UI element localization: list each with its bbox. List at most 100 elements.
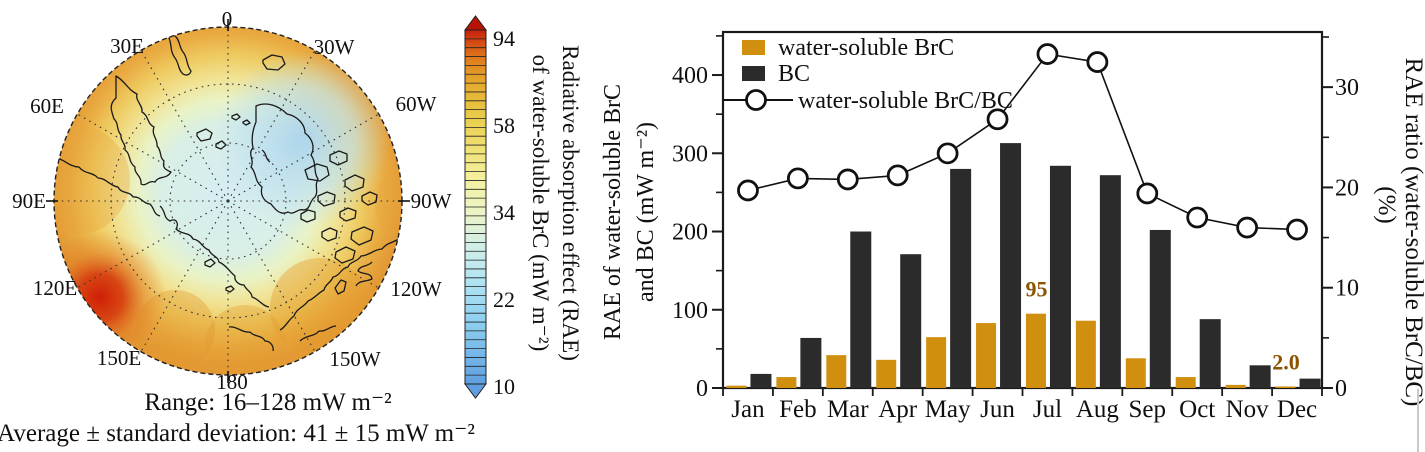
colorbar-title-line2: of water-soluble BrC (mW m⁻²) xyxy=(528,55,553,352)
bc-bar xyxy=(1199,319,1221,388)
coastline xyxy=(350,226,374,246)
colorbar: 94 58 34 22 10 Radiative absorption effect (… xyxy=(464,15,583,399)
coastline xyxy=(317,191,336,207)
brc-bar xyxy=(726,385,747,388)
legend-label-ratio: water-soluble BrC/BC xyxy=(798,88,1013,114)
colorbar-tick-label: 10 xyxy=(493,374,515,399)
coastlines xyxy=(56,34,402,352)
ratio-marker xyxy=(886,164,909,187)
bc-bar xyxy=(750,373,772,388)
legend-marker-sample xyxy=(745,89,767,111)
month-label: Jul xyxy=(1033,396,1062,423)
coastline xyxy=(196,128,213,142)
map-average-caption: Average ± standard deviation: 41 ± 15 mW… xyxy=(0,420,475,447)
meridian-line xyxy=(77,113,229,202)
bc-bar xyxy=(1000,143,1022,388)
meridian-label: 90W xyxy=(411,189,452,213)
coastline xyxy=(168,34,192,76)
month-label: Aug xyxy=(1076,396,1120,423)
coastline xyxy=(56,157,161,217)
brc-bar xyxy=(1275,386,1296,388)
right-tick-label: 20 xyxy=(1335,175,1359,201)
bc-bar xyxy=(850,231,872,388)
legend-swatch-brc xyxy=(742,40,765,55)
bc-bar xyxy=(1299,378,1321,388)
coastline xyxy=(110,75,172,186)
colorbar-bottom-arrow xyxy=(464,383,487,399)
month-label: May xyxy=(925,396,971,423)
colorbar-tick-label: 94 xyxy=(493,26,515,51)
meridian-label: 60E xyxy=(30,94,64,118)
coastline xyxy=(242,119,251,126)
left-tick-label: 100 xyxy=(672,298,708,324)
meridian-label: 30W xyxy=(314,35,355,59)
right-axis-title-line2: (%) xyxy=(1373,186,1400,223)
meridian-label: 90E xyxy=(12,189,46,213)
meridian-line xyxy=(140,200,229,352)
right-axis-title-line1: RAE ratio (water-soluble BrC/BC) xyxy=(1400,58,1425,407)
meridian-line xyxy=(227,200,316,352)
coastline xyxy=(300,209,316,223)
left-tick-label: 400 xyxy=(672,63,708,89)
ratio-marker xyxy=(836,168,859,191)
coastline xyxy=(215,140,227,150)
graticule xyxy=(54,27,402,375)
ratio-marker xyxy=(1086,51,1109,73)
coastline xyxy=(250,103,319,214)
month-label: Feb xyxy=(779,396,817,423)
map-range-caption: Range: 16–128 mW m⁻² xyxy=(144,389,391,416)
latitude-circle xyxy=(169,142,287,260)
latitude-circle xyxy=(110,83,346,319)
meridian-label: 120W xyxy=(390,277,442,301)
monthly-rae-chart: 0 100 200 300 400 0 10 20 30 Jan Feb Mar Apr May Jun Ju… xyxy=(600,30,1425,423)
colorbar-title-line1: Radiative absorption effect (RAE) xyxy=(558,45,583,361)
colorbar-tick-label: 34 xyxy=(493,200,515,225)
coastline xyxy=(261,149,271,163)
ratio-marker xyxy=(786,167,809,190)
legend-label-bc: BC xyxy=(778,61,810,87)
coastline xyxy=(339,207,357,222)
bc-bar xyxy=(950,168,972,388)
ratio-marker xyxy=(1236,216,1259,239)
bc-bar xyxy=(1149,229,1171,388)
left-axis-title-line2: and BC (mW m⁻²) xyxy=(633,122,659,302)
colorbar-tick-labels: 94 58 34 22 10 xyxy=(493,26,515,399)
brc-bar xyxy=(1125,358,1146,388)
brc-bar xyxy=(1175,377,1196,388)
meridian-label: 150W xyxy=(329,347,381,371)
brc-bar xyxy=(1075,320,1096,388)
legend-swatch-bc xyxy=(742,66,765,81)
coastline xyxy=(334,279,347,295)
map-fill xyxy=(54,27,402,375)
meridian-line xyxy=(227,113,379,202)
bc-bar xyxy=(1249,365,1271,388)
month-label: Jun xyxy=(980,396,1015,423)
month-label: Dec xyxy=(1277,396,1317,423)
ratio-marker xyxy=(1036,43,1059,65)
month-label: Nov xyxy=(1226,396,1270,423)
bar-value-label: 2.0 xyxy=(1272,349,1300,374)
month-label: Jan xyxy=(731,396,765,423)
window-edge-artifact xyxy=(1417,389,1419,452)
coastline xyxy=(307,236,402,302)
month-label: Mar xyxy=(827,396,869,423)
meridian-line xyxy=(140,50,229,202)
meridian-line xyxy=(227,200,379,289)
coastline xyxy=(355,261,373,287)
right-tick-label: 0 xyxy=(1335,376,1347,402)
coastline xyxy=(304,163,330,182)
month-label: Oct xyxy=(1179,396,1215,423)
brc-bar xyxy=(1025,313,1046,388)
meridian-label: 30E xyxy=(110,34,144,58)
bar-value-label: 95 xyxy=(1025,277,1047,302)
low-rae-greenland-patch xyxy=(214,52,390,228)
meridian-label: 180 xyxy=(216,370,248,394)
bc-bar xyxy=(900,254,922,388)
coastline xyxy=(334,246,356,264)
meridian-label: 120E xyxy=(33,276,77,300)
coastline xyxy=(329,150,348,166)
bc-bar xyxy=(1049,165,1071,388)
coastline xyxy=(228,326,274,352)
meridian-label: 60W xyxy=(396,92,437,116)
